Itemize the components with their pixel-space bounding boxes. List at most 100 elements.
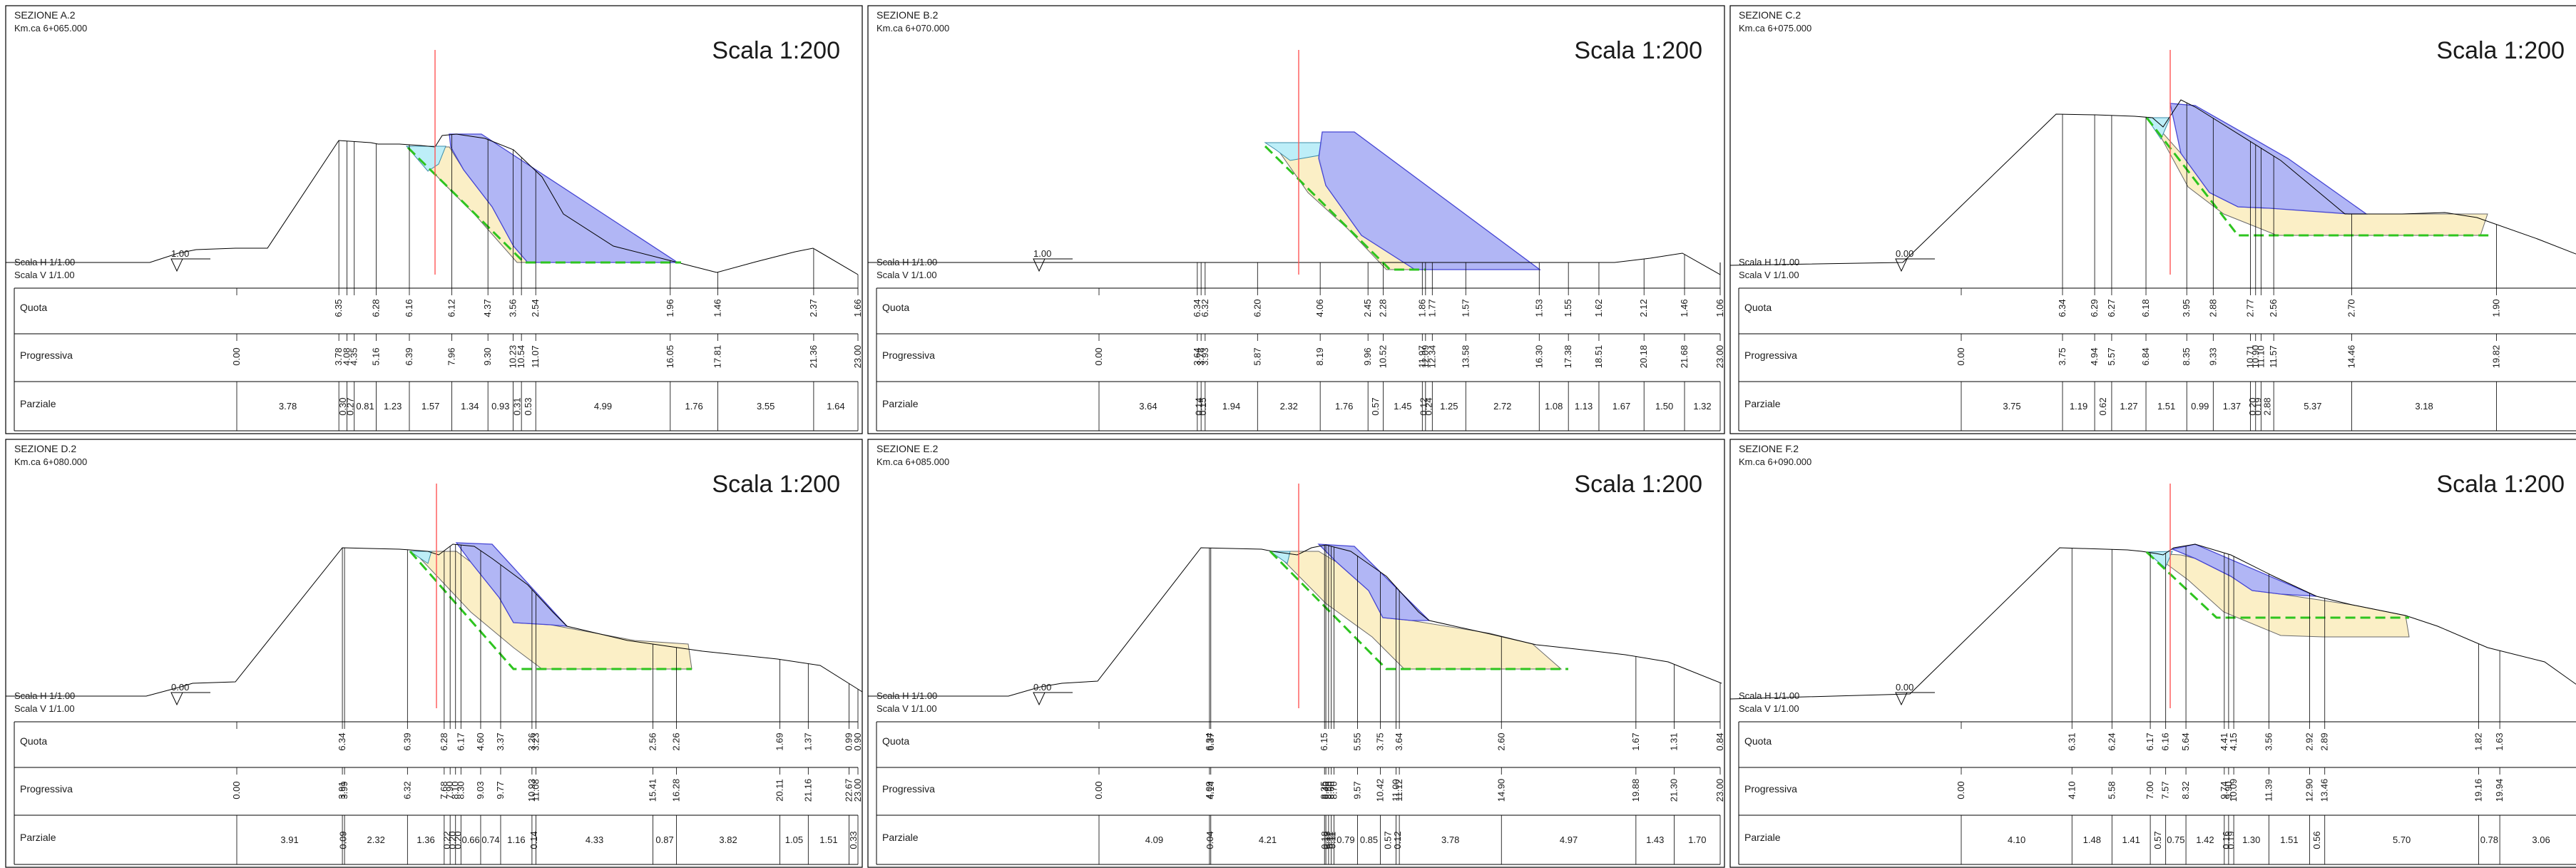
cut-area bbox=[2146, 117, 2171, 141]
parziale-value: 1.32 bbox=[1693, 401, 1711, 412]
section-panel: SEZIONE F.2 Km.ca 6+090.000 Scala 1:200 0.0… bbox=[1729, 439, 2576, 868]
quota-value: 3.56 bbox=[2263, 732, 2274, 750]
design-profile bbox=[1269, 550, 1568, 670]
parziale-value: 0.31 bbox=[511, 397, 522, 415]
progressiva-value: 7.68 bbox=[439, 781, 449, 799]
parziale-value: 1.48 bbox=[2083, 834, 2101, 845]
scale-v: Scala V 1/1.00 bbox=[14, 270, 75, 280]
quota-value: 1.06 bbox=[1714, 299, 1725, 317]
progressiva-value: 0.00 bbox=[1956, 347, 1966, 365]
progressiva-value: 10.93 bbox=[526, 779, 537, 802]
parziale-value: 1.27 bbox=[2120, 401, 2137, 412]
progressiva-value: 12.34 bbox=[1426, 345, 1437, 369]
fill-area bbox=[2151, 553, 2410, 638]
embankment-area bbox=[1317, 543, 1431, 621]
progressiva-value: 3.78 bbox=[1195, 347, 1206, 365]
panel-frame bbox=[867, 439, 1725, 868]
parziale-value: 1.36 bbox=[416, 834, 434, 845]
parziale-value: 1.76 bbox=[685, 401, 702, 412]
parziale-value: 0.33 bbox=[848, 831, 859, 849]
parziale-value: 1.25 bbox=[1440, 401, 1458, 412]
panel-frame bbox=[1729, 5, 2576, 434]
scale-v: Scala V 1/1.00 bbox=[876, 703, 937, 714]
embankment-area bbox=[449, 133, 680, 263]
quota-value: 3.56 bbox=[507, 299, 518, 317]
progressiva-value: 3.64 bbox=[1192, 347, 1202, 365]
panel-frame bbox=[5, 5, 863, 434]
quota-value: 0.84 bbox=[1714, 732, 1725, 750]
quota-value: 4.41 bbox=[2219, 732, 2229, 750]
datum-triangle-icon bbox=[1895, 692, 1908, 706]
parziale-value: 0.66 bbox=[461, 834, 479, 845]
row-label-parziale: Parziale bbox=[1744, 832, 1781, 843]
progressiva-value: 23.00 bbox=[852, 345, 863, 369]
progressiva-value: 9.57 bbox=[1351, 781, 1362, 799]
row-label-quota: Quota bbox=[882, 302, 909, 313]
quota-value: 2.92 bbox=[2304, 732, 2315, 750]
progressiva-value: 9.90 bbox=[2223, 781, 2234, 799]
row-label-quota: Quota bbox=[20, 302, 47, 313]
parziale-value: 4.10 bbox=[2008, 834, 2025, 845]
parziale-value: 0.09 bbox=[338, 831, 349, 849]
data-table: Quota Progressiva Parziale 0.00 4.10 6.31 5.58… bbox=[1738, 721, 2576, 865]
parziale-value: 3.75 bbox=[2003, 401, 2020, 412]
quota-value: 6.39 bbox=[402, 732, 412, 750]
row-label-quota: Quota bbox=[20, 735, 47, 747]
quota-value: 0.99 bbox=[844, 732, 854, 750]
quota-value: 4.60 bbox=[475, 732, 486, 750]
section-title: SEZIONE C.2 bbox=[1739, 9, 1801, 21]
progressiva-value: 0.00 bbox=[231, 347, 242, 365]
progressiva-value: 11.10 bbox=[2255, 345, 2266, 368]
parziale-value: 0.75 bbox=[2167, 834, 2184, 845]
parziale-value: 1.64 bbox=[827, 401, 844, 412]
parziale-value: 0.24 bbox=[1424, 397, 1434, 415]
section-km: Km.ca 6+090.000 bbox=[1739, 456, 1811, 467]
scale-v: Scala V 1/1.00 bbox=[1739, 703, 1799, 714]
parziale-value: 0.11 bbox=[1324, 832, 1335, 849]
progressiva-value: 0.00 bbox=[1093, 347, 1104, 365]
progressiva-value: 15.41 bbox=[648, 779, 658, 802]
progressiva-value: 13.58 bbox=[1460, 345, 1471, 369]
scale-v: Scala V 1/1.00 bbox=[876, 270, 937, 280]
quota-value: 1.90 bbox=[2491, 299, 2502, 317]
scale-v: Scala V 1/1.00 bbox=[1739, 270, 1799, 280]
parziale-value: 1.51 bbox=[2280, 834, 2298, 845]
progressiva-value: 17.81 bbox=[712, 345, 722, 369]
datum-triangle-icon bbox=[1033, 258, 1046, 272]
parziale-value: 0.15 bbox=[1197, 397, 1208, 415]
progressiva-value: 10.71 bbox=[2245, 345, 2256, 369]
quota-value: 2.45 bbox=[1362, 299, 1373, 317]
progressiva-value: 4.94 bbox=[2089, 347, 2100, 365]
progressiva-value: 3.99 bbox=[339, 781, 349, 799]
section-panel: SEZIONE B.2 Km.ca 6+070.000 Scala 1:200 1.0… bbox=[867, 5, 1725, 434]
quota-value: 1.31 bbox=[1669, 732, 1680, 750]
parziale-value: 4.97 bbox=[1560, 834, 1578, 845]
parziale-value: 5.70 bbox=[2393, 834, 2411, 845]
row-label-progressiva: Progressiva bbox=[20, 349, 73, 361]
quota-value: 2.77 bbox=[2245, 299, 2256, 317]
quota-value: 2.56 bbox=[648, 732, 658, 750]
quota-value: 2.60 bbox=[1496, 732, 1506, 750]
section-km: Km.ca 6+080.000 bbox=[14, 456, 87, 467]
progressiva-value: 7.96 bbox=[446, 347, 456, 365]
progressiva-value: 21.36 bbox=[808, 345, 819, 369]
quota-value: 4.15 bbox=[2228, 732, 2239, 750]
quota-value: 2.56 bbox=[2268, 299, 2279, 317]
quota-value: 6.27 bbox=[2106, 299, 2117, 317]
progressiva-value: 6.39 bbox=[404, 347, 414, 365]
cut-area bbox=[409, 551, 432, 564]
quota-value: 6.24 bbox=[2106, 732, 2117, 750]
parziale-value: 1.05 bbox=[785, 834, 803, 845]
progressiva-value: 22.67 bbox=[844, 779, 854, 802]
section-panel: SEZIONE E.2 Km.ca 6+085.000 Scala 1:200 0.0… bbox=[867, 439, 1725, 868]
parziale-value: 1.42 bbox=[2196, 834, 2214, 845]
progressiva-value: 10.23 bbox=[507, 345, 518, 369]
parziale-value: 0.19 bbox=[2253, 397, 2264, 415]
quota-value: 1.55 bbox=[1563, 299, 1573, 317]
row-label-parziale: Parziale bbox=[882, 398, 919, 409]
quota-value: 6.35 bbox=[333, 299, 344, 317]
row-label-progressiva: Progressiva bbox=[20, 783, 73, 795]
progressiva-value: 16.28 bbox=[671, 779, 682, 802]
data-table: Quota Progressiva Parziale 0.00 3.91 6.34 3.99… bbox=[14, 721, 863, 865]
